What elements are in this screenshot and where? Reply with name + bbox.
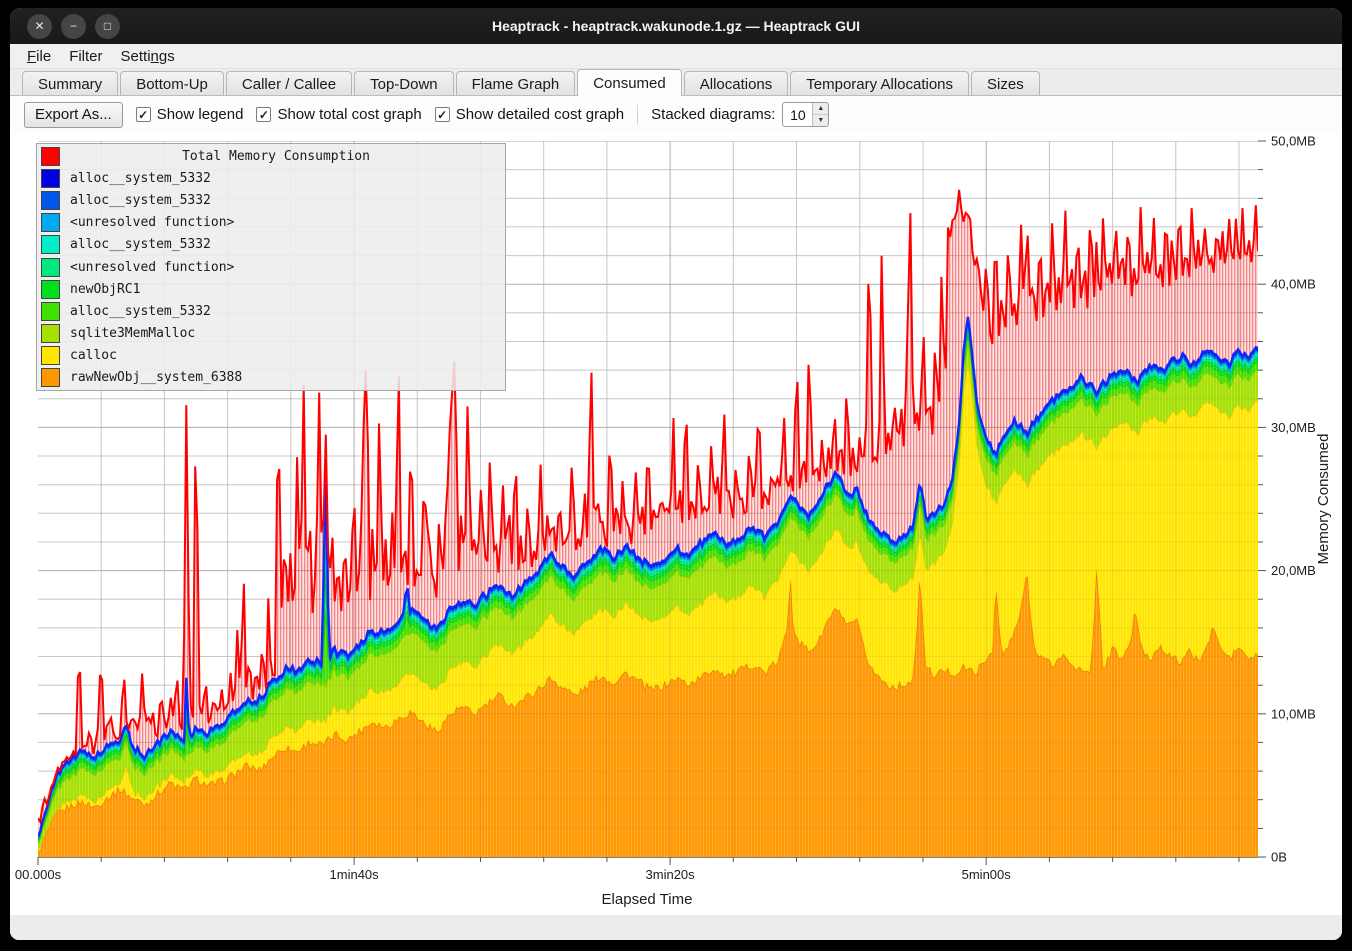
legend-swatch <box>41 235 60 255</box>
tab-caller-callee[interactable]: Caller / Callee <box>225 71 353 96</box>
legend-swatch <box>41 146 60 166</box>
toolbar-separator <box>637 104 639 125</box>
checkbox-label: Show total cost graph <box>277 106 422 123</box>
close-button[interactable]: ✕ <box>27 13 52 39</box>
x-tick-label: 5min00s <box>962 867 1012 882</box>
total-consumption-line <box>38 189 1258 825</box>
y-tick-label: 30,0MB <box>1271 420 1316 435</box>
legend-label: <unresolved function> <box>70 259 235 275</box>
y-tick-label: 40,0MB <box>1271 277 1316 292</box>
axes: 00.000s 1min40s 3min20s 5min00s 0B 10,0MB 20,0… <box>15 134 1332 909</box>
legend-label: Total Memory Consumption <box>182 148 370 164</box>
x-tick-label: 1min40s <box>330 867 380 882</box>
titlebar[interactable]: ✕ − □ Heaptrack - heaptrack.wakunode.1.gz … <box>10 8 1342 44</box>
bottom-strip <box>10 915 1342 940</box>
legend-swatch <box>41 346 60 366</box>
window-controls: ✕ − □ <box>27 13 120 39</box>
heaptrack-window: ✕ − □ Heaptrack - heaptrack.wakunode.1.gz … <box>10 8 1342 940</box>
legend-label: alloc__system_5332 <box>70 170 211 186</box>
legend-item: alloc__system_5332 <box>37 189 505 211</box>
stacked-diagrams-spinbox[interactable]: 10 ▲ ▼ <box>782 102 830 127</box>
legend-item: alloc__system_5332 <box>37 167 505 189</box>
x-tick-label: 00.000s <box>15 867 62 882</box>
menu-filter[interactable]: Filter <box>69 47 103 65</box>
y-tick-label: 10,0MB <box>1271 706 1316 721</box>
legend-item: <unresolved function> <box>37 256 505 278</box>
legend-swatch <box>41 257 60 277</box>
tab-flame-graph[interactable]: Flame Graph <box>455 71 576 96</box>
stacked-diagrams-value[interactable]: 10 <box>790 106 806 123</box>
tab-summary[interactable]: Summary <box>22 71 119 96</box>
tab-consumed[interactable]: Consumed <box>577 69 682 96</box>
checkbox-show-legend[interactable]: ✓ Show legend <box>135 106 244 123</box>
checkbox-icon[interactable]: ✓ <box>135 107 151 122</box>
checkbox-show-detailed-cost-graph[interactable]: ✓ Show detailed cost graph <box>434 106 625 123</box>
maximize-button[interactable]: □ <box>95 13 120 39</box>
y-tick-label: 50,0MB <box>1271 134 1316 149</box>
legend-swatch <box>41 279 60 299</box>
export-as-button[interactable]: Export As... <box>24 101 123 128</box>
checkbox-label: Show detailed cost graph <box>455 106 625 123</box>
legend-label: calloc <box>70 348 117 364</box>
consumed-chart-panel: 00.000s 1min40s 3min20s 5min00s 0B 10,0MB 20,0… <box>10 133 1342 915</box>
legend-swatch <box>41 190 60 210</box>
tab-temporary-allocations[interactable]: Temporary Allocations <box>790 71 970 96</box>
legend-label: sqlite3MemMalloc <box>70 326 196 342</box>
spin-down-icon[interactable]: ▼ <box>813 115 829 126</box>
menu-settings[interactable]: Settings <box>120 47 175 65</box>
x-tick-label: 3min20s <box>646 867 696 882</box>
spin-up-icon[interactable]: ▲ <box>813 103 829 115</box>
tab-allocations[interactable]: Allocations <box>683 71 789 96</box>
y-tick-label: 20,0MB <box>1271 563 1316 578</box>
legend-label: newObjRC1 <box>70 281 141 297</box>
stacked-diagrams-label: Stacked diagrams: <box>651 106 776 123</box>
y-axis-title: Memory Consumed <box>1315 434 1332 565</box>
menubar: File Filter Settings <box>10 44 1342 69</box>
consumed-chart[interactable]: 00.000s 1min40s 3min20s 5min00s 0B 10,0MB 20,0… <box>10 133 1342 915</box>
checkbox-icon[interactable]: ✓ <box>256 107 272 122</box>
legend-label: rawNewObj__system_6388 <box>70 370 243 386</box>
legend-label: alloc__system_5332 <box>70 237 211 253</box>
checkbox-label: Show legend <box>156 106 244 123</box>
legend-item: sqlite3MemMalloc <box>37 323 505 345</box>
legend-item: alloc__system_5332 <box>37 234 505 256</box>
legend-swatch <box>41 301 60 321</box>
legend-title-row: Total Memory Consumption <box>37 145 505 167</box>
window-title: Heaptrack - heaptrack.wakunode.1.gz — He… <box>491 18 860 34</box>
legend-item: alloc__system_5332 <box>37 300 505 322</box>
legend-label: alloc__system_5332 <box>70 303 211 319</box>
legend-label: <unresolved function> <box>70 215 235 231</box>
tab-sizes[interactable]: Sizes <box>971 71 1040 96</box>
legend-swatch <box>41 213 60 233</box>
tab-bar: Summary Bottom-Up Caller / Callee Top-Down F… <box>10 69 1342 96</box>
toolbar: Export As... ✓ Show legend ✓ Show total cos… <box>10 96 1342 133</box>
tab-top-down[interactable]: Top-Down <box>354 71 454 96</box>
checkbox-show-total-cost-graph[interactable]: ✓ Show total cost graph <box>256 106 422 123</box>
legend-swatch <box>41 168 60 188</box>
legend-item: <unresolved function> <box>37 212 505 234</box>
menu-file[interactable]: File <box>27 47 52 65</box>
legend-item: newObjRC1 <box>37 278 505 300</box>
legend-swatch <box>41 324 60 344</box>
legend-item: rawNewObj__system_6388 <box>37 367 505 389</box>
legend-swatch <box>41 368 60 388</box>
chart-legend: Total Memory Consumption alloc__system_53… <box>36 143 506 392</box>
legend-item: calloc <box>37 345 505 367</box>
checkbox-icon[interactable]: ✓ <box>434 107 450 122</box>
y-tick-label: 0B <box>1271 850 1287 865</box>
tab-bottom-up[interactable]: Bottom-Up <box>120 71 224 96</box>
stacked-layers <box>38 316 1258 857</box>
minimize-button[interactable]: − <box>61 13 86 39</box>
x-axis-title: Elapsed Time <box>602 891 693 908</box>
legend-label: alloc__system_5332 <box>70 192 211 208</box>
